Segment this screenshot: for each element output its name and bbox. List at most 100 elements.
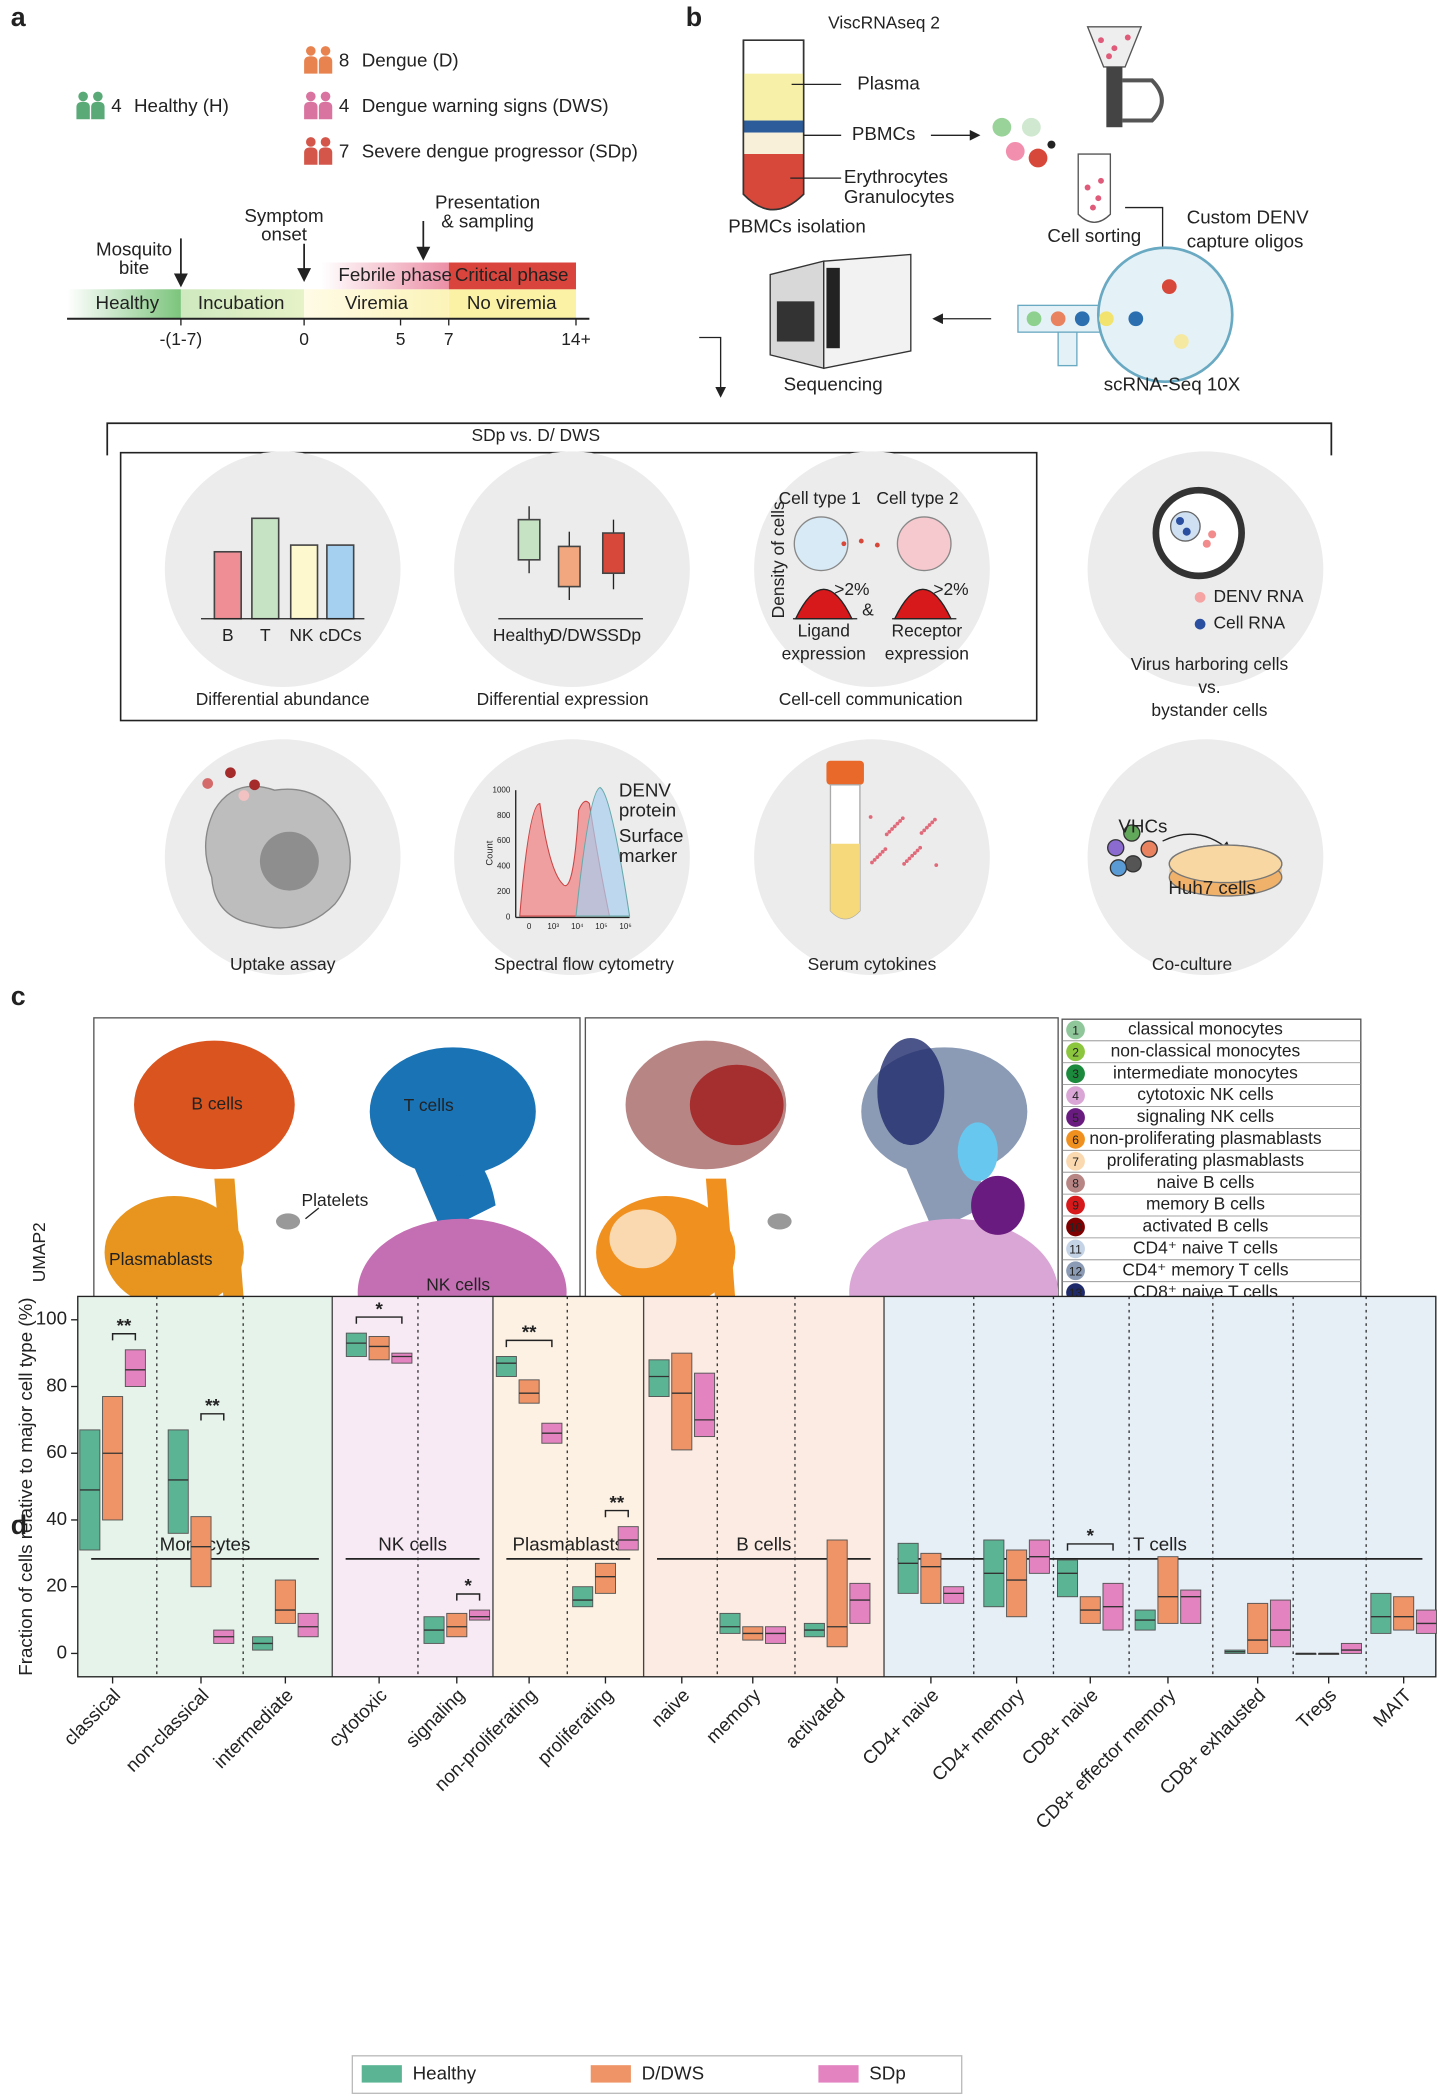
legend-swatch [1066,1108,1085,1127]
cytokine-dot [927,823,932,827]
bead [1074,311,1090,327]
axis-label: UMAP2 [29,1222,49,1282]
box [167,1429,189,1534]
label: 0 [506,913,511,922]
cytokine-dot [872,857,877,862]
label: Ligand [798,621,850,641]
legend-number: 12 [1069,1264,1083,1278]
person-head [78,91,88,102]
legend-label: proliferating plasmablasts [1107,1150,1305,1170]
umap-subcluster [971,1175,1025,1235]
legend-number: 4 [1072,1089,1079,1103]
legend-number: 8 [1072,1177,1079,1191]
icon-bar [326,544,355,620]
label: >2% [834,579,869,599]
legend-label: CD4⁺ naive T cells [1133,1237,1278,1257]
icon-box [557,545,581,588]
significance-bracket [1066,1543,1114,1551]
cohort-label: Severe dengue progressor (SDp) [362,141,638,162]
cell [992,117,1012,137]
cell-icon [896,516,952,572]
significance-bracket [111,1333,137,1341]
event-label: Symptom [244,205,323,226]
droplet-chamber [1096,246,1234,384]
label: Cell sorting [1047,225,1141,246]
label: Febrile phase [338,264,452,285]
person-body [91,101,105,120]
x-tick-label: signaling [401,1684,468,1751]
label: Count [485,840,495,865]
ligand-dot [858,538,864,544]
vial-serum [830,843,860,919]
nucleus-icon [259,831,319,891]
cytokine-dot [890,827,894,831]
significance-bracket [505,1339,553,1348]
label: Uptake assay [230,954,336,974]
cohort-count: 4 [339,95,349,116]
collection-tube [1077,153,1112,223]
cell [1140,840,1158,858]
significance-bracket [604,1509,629,1518]
label: 200 [497,887,511,896]
virus-particle [249,779,260,791]
icon-bar [213,550,242,620]
cytokine-dot [870,860,874,865]
label: Plasma [857,72,920,93]
histogram [575,786,631,917]
phase-bar [180,289,305,319]
legend-swatch [1066,1173,1085,1193]
bead [1173,334,1189,349]
x-tick-label: intermediate [209,1684,297,1772]
label: 400 [497,862,511,871]
cytokine-dot [902,861,906,866]
cluster-label: NK cells [426,1274,490,1294]
cytokine-dot [898,819,902,823]
label: Erythrocytes [844,166,948,187]
legend-number: 3 [1072,1067,1079,1081]
cell [1124,855,1142,873]
label: marker [619,845,677,866]
tube-outline [742,40,805,211]
event-label: & sampling [441,210,534,231]
significance-label: ** [522,1322,537,1343]
cytokine-dot [934,863,939,868]
x-tick-label: non-classical [121,1684,212,1775]
bead [1161,279,1177,294]
label: expression [782,644,866,664]
label: cDCs [319,625,362,645]
label: Cell type 1 [779,488,861,508]
label: Differential abundance [196,689,370,709]
box [124,1349,146,1387]
phase-bar [448,262,576,290]
flow-arrow [1125,206,1168,264]
legend-number: 10 [1069,1221,1083,1235]
x-tick-label: activated [781,1684,849,1752]
panel-letter: c [11,981,26,1011]
person-head [93,91,103,102]
cytokine-dot [925,825,929,830]
icon-bar [251,517,280,620]
event-label: bite [119,257,149,278]
box [1180,1589,1202,1624]
cytokine-dot [919,831,924,835]
box [1056,1559,1079,1598]
label: bystander cells [1151,700,1267,720]
label: Incubation [198,292,285,313]
sequencer-slot [826,267,840,349]
label: PBMCs isolation [728,216,866,237]
cytokine-dot [883,847,888,851]
cell [1107,839,1125,857]
legend-label: cytotoxic NK cells [1137,1084,1274,1104]
label: 0 [527,922,532,931]
x-tick-label: CD8+ effector memory [1031,1684,1180,1833]
person-body [76,101,90,120]
label: 800 [497,811,511,820]
label: 10⁴ [571,922,584,931]
label: No viremia [467,292,557,313]
virus-particle [238,790,250,801]
cell [1005,141,1025,161]
cohort-label: Healthy (H) [134,95,229,116]
person-head [305,91,316,102]
umap-subcluster [689,1064,784,1146]
